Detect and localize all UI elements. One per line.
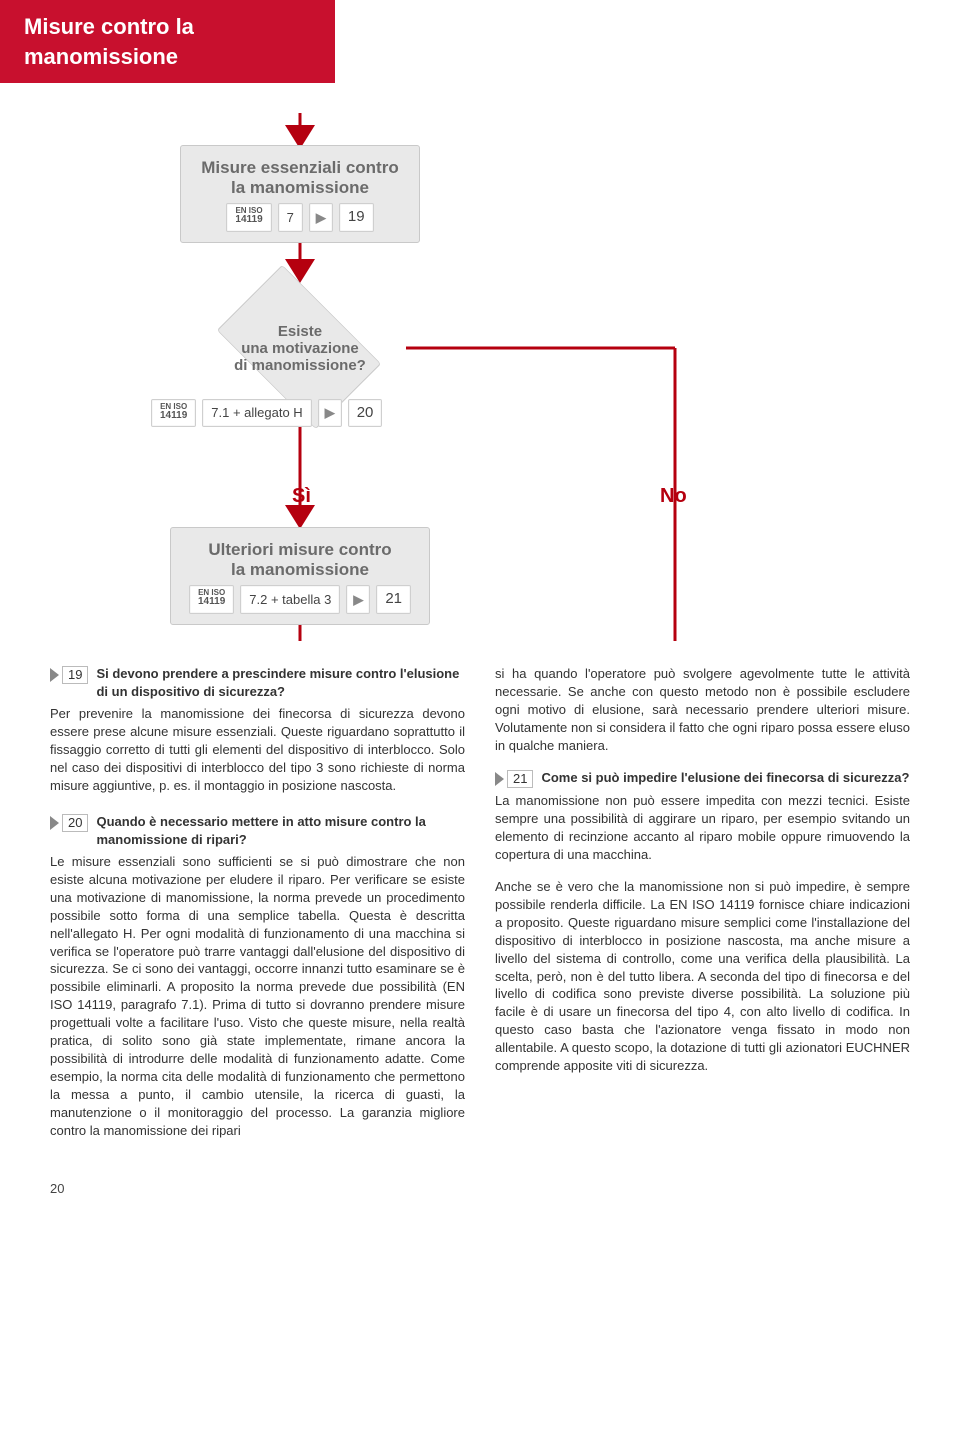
arrow-chip: ▶	[346, 585, 370, 613]
iso-chip: EN ISO14119	[226, 203, 271, 231]
goto-chip: 19	[339, 203, 374, 231]
page-number: 20	[0, 1154, 960, 1198]
flow-connectors	[20, 83, 940, 643]
q21: Come si può impedire l'elusione dei fine…	[541, 770, 909, 785]
ref-tag-19: 19	[50, 666, 88, 684]
iso-chip: EN ISO14119	[151, 399, 196, 427]
section-chip: 7.1 + allegato H	[202, 399, 311, 427]
p21b: Anche se è vero che la manomissione non …	[495, 878, 910, 1075]
col-left: 19 Si devono prendere a prescindere misu…	[50, 665, 465, 1153]
node1-title: Misure essenziali controla manomissione	[197, 158, 403, 197]
body-columns: 19 Si devono prendere a prescindere misu…	[0, 665, 960, 1153]
flow-node-ulteriori: Ulteriori misure controla manomissione E…	[170, 527, 430, 624]
goto-chip: 21	[376, 585, 411, 613]
iso-chip: EN ISO14119	[189, 585, 234, 613]
col-right: si ha quando l'operatore può svolgere ag…	[495, 665, 910, 1153]
flow-node-essential: Misure essenziali controla manomissione …	[180, 145, 420, 242]
p21a: La manomissione non può essere impedita …	[495, 792, 910, 864]
q19: Si devono prendere a prescindere misure …	[96, 666, 459, 699]
diamond-title: Esisteuna motivazionedi manomissione?	[195, 279, 405, 417]
header-bar: Misure contro la manomissione	[0, 0, 335, 83]
arrow-chip: ▶	[309, 203, 333, 231]
ref-tag-20: 20	[50, 814, 88, 832]
section-chip: 7	[278, 203, 303, 231]
p19: Per prevenire la manomissione dei fineco…	[50, 705, 465, 795]
goto-chip: 20	[348, 399, 383, 427]
label-no: No	[660, 483, 687, 510]
label-si: Sì	[292, 483, 311, 510]
section-chip: 7.2 + tabella 3	[240, 585, 340, 613]
node2-title: Ulteriori misure controla manomissione	[187, 540, 413, 579]
q20: Quando è necessario mettere in atto misu…	[96, 814, 425, 847]
p20: Le misure essenziali sono sufficienti se…	[50, 853, 465, 1140]
ref-tag-21: 21	[495, 770, 533, 788]
flow-decision: Esisteuna motivazionedi manomissione? EN…	[195, 279, 405, 417]
arrow-chip: ▶	[318, 399, 342, 427]
flowchart: Misure essenziali controla manomissione …	[20, 83, 940, 643]
p-cont: si ha quando l'operatore può svolgere ag…	[495, 665, 910, 755]
header-title: Misure contro la manomissione	[24, 14, 194, 69]
